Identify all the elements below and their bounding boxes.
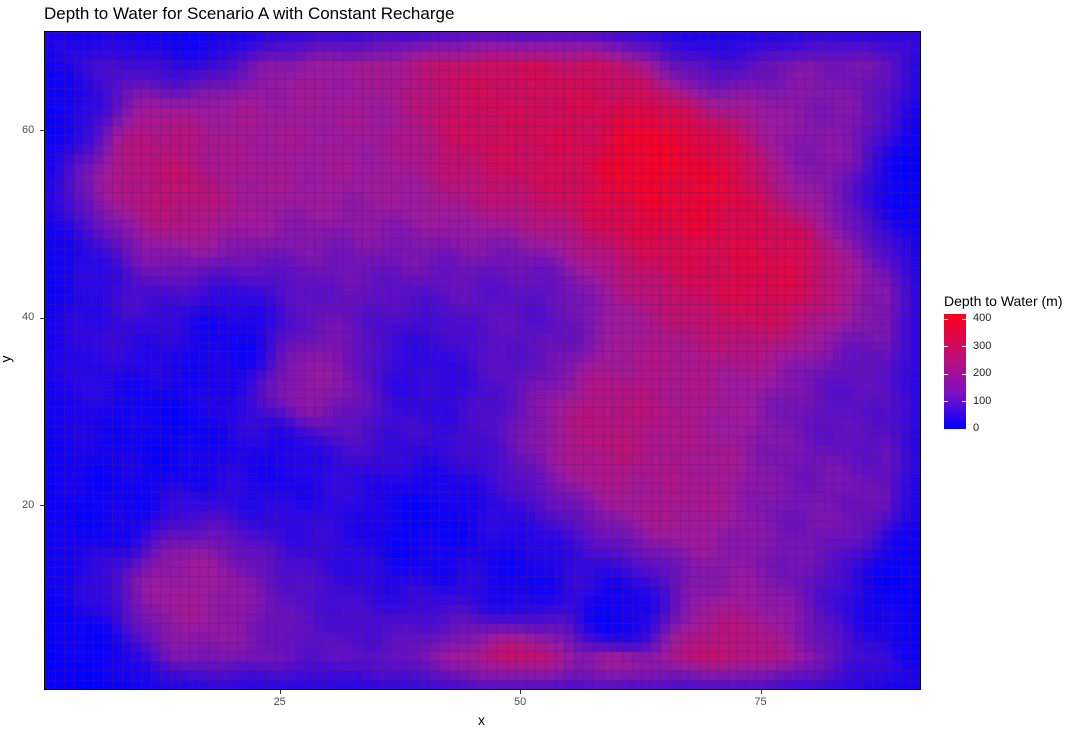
x-tick-mark [760,690,762,694]
y-tick-label: 60 [22,123,35,136]
y-tick-label: 40 [22,311,35,324]
x-tick-label: 25 [273,696,286,708]
x-axis-label: x [478,712,485,728]
x-tick-label: 50 [513,696,527,708]
legend-tick-mark [944,346,948,348]
legend-tick-label: 100 [973,394,992,407]
legend-tick-label: 300 [973,339,992,352]
legend-tick-mark [944,428,948,430]
legend-tick-mark [962,346,966,348]
legend-tick-mark [944,373,948,375]
legend-tick-mark [962,373,966,375]
legend-tick-mark [962,401,966,403]
legend-tick-mark [944,401,948,403]
x-tick-label: 75 [754,696,767,708]
legend-tick-mark [962,318,966,320]
plot-panel [44,31,921,690]
legend-colorbar [944,314,966,429]
legend-tick-label: 0 [973,422,980,434]
legend-tick-mark [944,318,948,320]
y-tick-mark [40,317,44,319]
chart-title: Depth to Water for Scenario A with Const… [44,4,455,23]
y-tick-label: 20 [22,498,35,511]
y-tick-mark [40,505,44,507]
x-tick-mark [520,690,522,694]
legend-tick-mark [962,428,966,430]
y-axis-label: y [0,356,14,363]
heatmap-cells [45,32,920,689]
legend-tick-label: 400 [973,312,992,325]
legend-tick-label: 200 [973,367,992,380]
y-tick-mark [40,130,44,132]
x-tick-mark [280,690,282,694]
legend-title: Depth to Water (m) [944,293,1063,309]
